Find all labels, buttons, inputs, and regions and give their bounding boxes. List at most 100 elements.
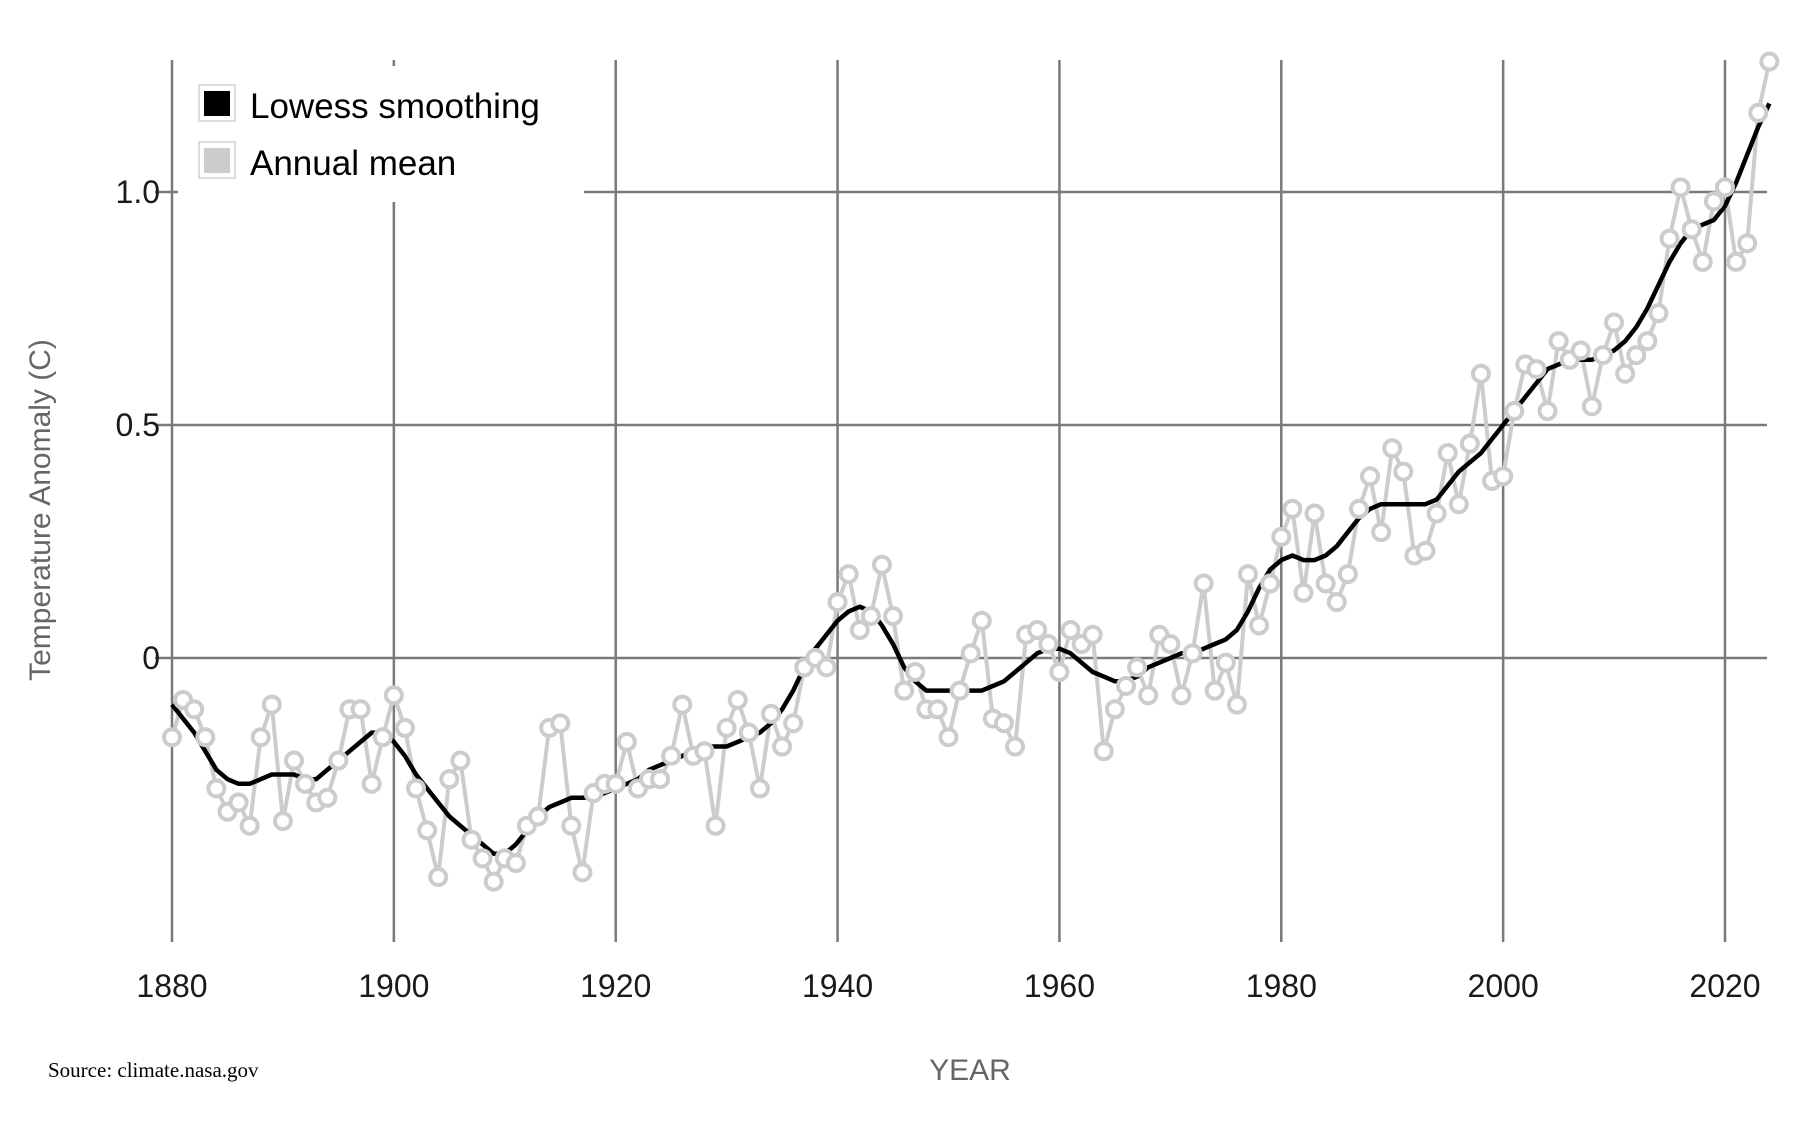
annual-mean-point bbox=[1038, 634, 1059, 655]
annual-mean-point bbox=[749, 778, 770, 799]
annual-mean-point bbox=[1215, 652, 1236, 673]
annual-mean-point bbox=[1337, 564, 1358, 585]
annual-mean-point bbox=[1748, 102, 1769, 123]
x-tick-label: 1900 bbox=[358, 968, 429, 1004]
annual-mean-point bbox=[1293, 582, 1314, 603]
annual-mean-point bbox=[361, 773, 382, 794]
annual-mean-point bbox=[971, 610, 992, 631]
x-tick-label: 1960 bbox=[1024, 968, 1095, 1004]
x-tick-label: 1980 bbox=[1246, 968, 1317, 1004]
annual-mean-point bbox=[328, 750, 349, 771]
annual-mean-point bbox=[1393, 461, 1414, 482]
annual-mean-point bbox=[350, 699, 371, 720]
annual-mean-point bbox=[261, 694, 282, 715]
annual-mean-point bbox=[472, 848, 493, 869]
annual-mean-point bbox=[705, 815, 726, 836]
annual-mean-point bbox=[894, 680, 915, 701]
annual-mean-point bbox=[1570, 340, 1591, 361]
annual-mean-point bbox=[1005, 736, 1026, 757]
annual-mean-point bbox=[1548, 331, 1569, 352]
annual-mean-point bbox=[816, 657, 837, 678]
annual-mean-point bbox=[317, 787, 338, 808]
annual-mean-point bbox=[605, 773, 626, 794]
annual-mean-point bbox=[716, 717, 737, 738]
y-tick-label: 1.0 bbox=[116, 174, 160, 210]
annual-mean-point bbox=[871, 554, 892, 575]
legend-background bbox=[178, 66, 584, 202]
annual-mean-point bbox=[960, 643, 981, 664]
annual-mean-point bbox=[1426, 503, 1447, 524]
annual-mean-point bbox=[1459, 433, 1480, 454]
annual-mean-point bbox=[439, 769, 460, 790]
annual-mean-point bbox=[672, 694, 693, 715]
annual-mean-point bbox=[1537, 401, 1558, 422]
annual-mean-point bbox=[993, 713, 1014, 734]
annual-mean-point bbox=[1737, 233, 1758, 254]
annual-mean-point bbox=[905, 661, 926, 682]
annual-mean-point bbox=[372, 727, 393, 748]
annual-mean-point bbox=[1726, 251, 1747, 272]
annual-mean-point bbox=[849, 620, 870, 641]
x-tick-label: 1880 bbox=[136, 968, 207, 1004]
annual-mean-point bbox=[1226, 694, 1247, 715]
annual-mean-point bbox=[383, 685, 404, 706]
annual-mean-point bbox=[1249, 615, 1270, 636]
tick-labels: 1880 1900 1920 1940 1960 1980 2000 2020 0 0.5 1.0 bbox=[116, 174, 1761, 1004]
annual-mean-point bbox=[860, 606, 881, 627]
annual-mean-point bbox=[927, 699, 948, 720]
annual-mean-point bbox=[406, 778, 427, 799]
annual-mean-point bbox=[461, 829, 482, 850]
annual-mean-point bbox=[1326, 592, 1347, 613]
annual-mean-point bbox=[250, 727, 271, 748]
annual-mean-point bbox=[727, 689, 748, 710]
annual-mean-point bbox=[772, 736, 793, 757]
annual-mean-point bbox=[616, 731, 637, 752]
annual-mean-point bbox=[1448, 494, 1469, 515]
annual-mean-point bbox=[1648, 303, 1669, 324]
annual-mean-point bbox=[1659, 228, 1680, 249]
annual-mean-point bbox=[1193, 573, 1214, 594]
annual-mean-point bbox=[883, 606, 904, 627]
x-tick-label: 1920 bbox=[580, 968, 651, 1004]
annual-mean-point bbox=[1204, 680, 1225, 701]
y-tick-label: 0.5 bbox=[116, 407, 160, 443]
annual-mean-point bbox=[239, 815, 260, 836]
annual-mean-point bbox=[1138, 685, 1159, 706]
annual-mean-point bbox=[272, 811, 293, 832]
annual-mean-point bbox=[1626, 345, 1647, 366]
annual-mean-point bbox=[572, 862, 593, 883]
source-note: Source: climate.nasa.gov bbox=[48, 1058, 259, 1082]
annual-mean-point bbox=[1093, 741, 1114, 762]
annual-mean-point bbox=[483, 871, 504, 892]
annual-mean-point bbox=[650, 769, 671, 790]
annual-mean-point bbox=[1282, 498, 1303, 519]
annual-mean-point bbox=[1160, 634, 1181, 655]
annual-mean-point bbox=[1526, 359, 1547, 380]
annual-mean-point bbox=[1238, 564, 1259, 585]
annual-mean-point bbox=[1182, 643, 1203, 664]
series bbox=[162, 51, 1780, 892]
annual-mean-point bbox=[1049, 661, 1070, 682]
annual-mean-point bbox=[838, 564, 859, 585]
annual-mean-point bbox=[1592, 345, 1613, 366]
annual-mean-point bbox=[1104, 699, 1125, 720]
annual-mean-point bbox=[550, 713, 571, 734]
annual-mean-point bbox=[1437, 442, 1458, 463]
annual-mean-point bbox=[1027, 620, 1048, 641]
legend-label-lowess: Lowess smoothing bbox=[250, 87, 540, 126]
annual-mean-point bbox=[295, 773, 316, 794]
annual-mean-point bbox=[1504, 401, 1525, 422]
x-axis-label: YEAR bbox=[929, 1054, 1011, 1087]
annual-mean-point bbox=[1681, 219, 1702, 240]
annual-mean-point bbox=[1703, 191, 1724, 212]
lowess-smoothing-line bbox=[170, 102, 1772, 856]
y-axis-label: Temperature Anomaly (C) bbox=[24, 339, 57, 681]
annual-mean-point bbox=[428, 867, 449, 888]
annual-mean-point bbox=[827, 592, 848, 613]
annual-mean-point bbox=[1470, 363, 1491, 384]
annual-mean-point bbox=[1082, 624, 1103, 645]
annual-mean-point bbox=[761, 703, 782, 724]
legend-swatch-lowess-fill bbox=[204, 91, 230, 116]
annual-mean-point bbox=[394, 717, 415, 738]
annual-mean-point bbox=[738, 722, 759, 743]
